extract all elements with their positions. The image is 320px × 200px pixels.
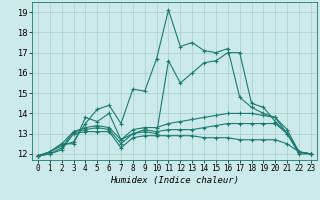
X-axis label: Humidex (Indice chaleur): Humidex (Indice chaleur) — [110, 176, 239, 185]
